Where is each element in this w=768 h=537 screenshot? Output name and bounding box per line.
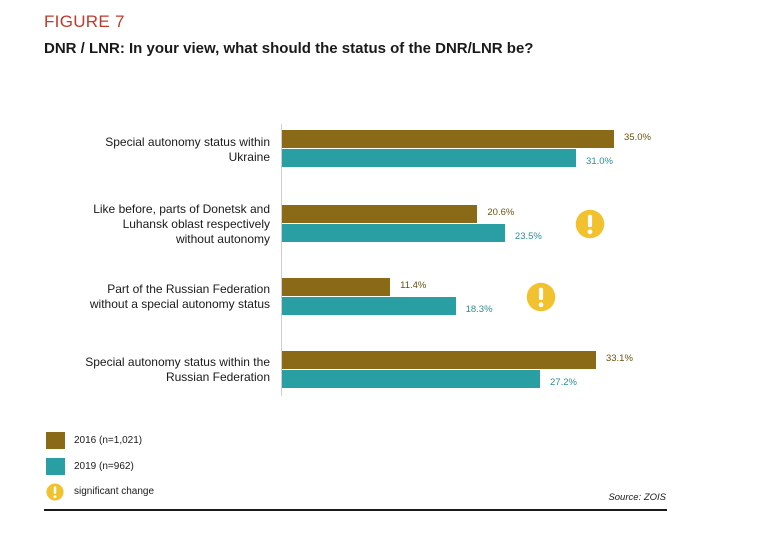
bar-2016-1 (282, 130, 614, 148)
value-label-2019-3: 18.3% (465, 304, 493, 315)
bar-2016-3 (282, 278, 391, 296)
legend-swatch-2019 (46, 458, 65, 475)
value-label-2016-4: 33.1% (605, 353, 633, 364)
value-label-2019-4: 27.2% (550, 377, 577, 388)
category-label: Special autonomy status within the Russi… (30, 355, 270, 385)
legend-label-significant: significant change (74, 486, 155, 497)
category-label-line: without autonomy (175, 232, 270, 246)
legend-label-2019: 2019 (n=962) (74, 461, 134, 472)
category-label-line: without a special autonomy status (89, 297, 270, 311)
bar-2016-4 (282, 351, 596, 369)
value-label-2019-2: 23.5% (514, 231, 542, 242)
bottom-rule (44, 509, 667, 511)
chart-title: DNR / LNR: In your view, what should the… (44, 40, 534, 57)
bar-2019-1 (282, 149, 577, 167)
category-label-line: Luhansk oblast respectively (122, 217, 270, 231)
bar-2019-3 (282, 297, 456, 315)
category-axis-line (281, 124, 282, 396)
category-label-line: Part of the Russian Federation (107, 282, 270, 296)
figure-label: FIGURE 7 (44, 12, 125, 31)
source-note: Source: ZOIS (608, 492, 666, 503)
legend-label-2016: 2016 (n=1,021) (74, 435, 143, 446)
category-label: Part of the Russian Federation without a… (30, 282, 270, 312)
significant-change-icon (526, 282, 555, 312)
exclamation-circle-icon (46, 483, 64, 501)
value-label-2016-2: 20.6% (487, 207, 515, 218)
category-label-line: Special autonomy status within (105, 135, 270, 149)
category-label-line: Special autonomy status within the (85, 355, 270, 369)
category-label-line: Russian Federation (165, 370, 270, 384)
bar-2016-2 (282, 205, 478, 223)
category-label: Special autonomy status within Ukraine (30, 135, 270, 165)
legend-swatch-2016 (46, 432, 65, 449)
category-label-line: Ukraine (228, 150, 270, 164)
bar-2019-2 (282, 224, 505, 242)
significant-change-icon (575, 209, 605, 239)
value-label-2016-3: 11.4% (400, 280, 427, 291)
value-label-2019-1: 31.0% (586, 156, 613, 167)
category-label: Like before, parts of Donetsk and Luhans… (30, 202, 270, 247)
bar-2019-4 (282, 370, 540, 388)
category-label-line: Like before, parts of Donetsk and (93, 202, 270, 216)
value-label-2016-1: 35.0% (624, 132, 651, 143)
